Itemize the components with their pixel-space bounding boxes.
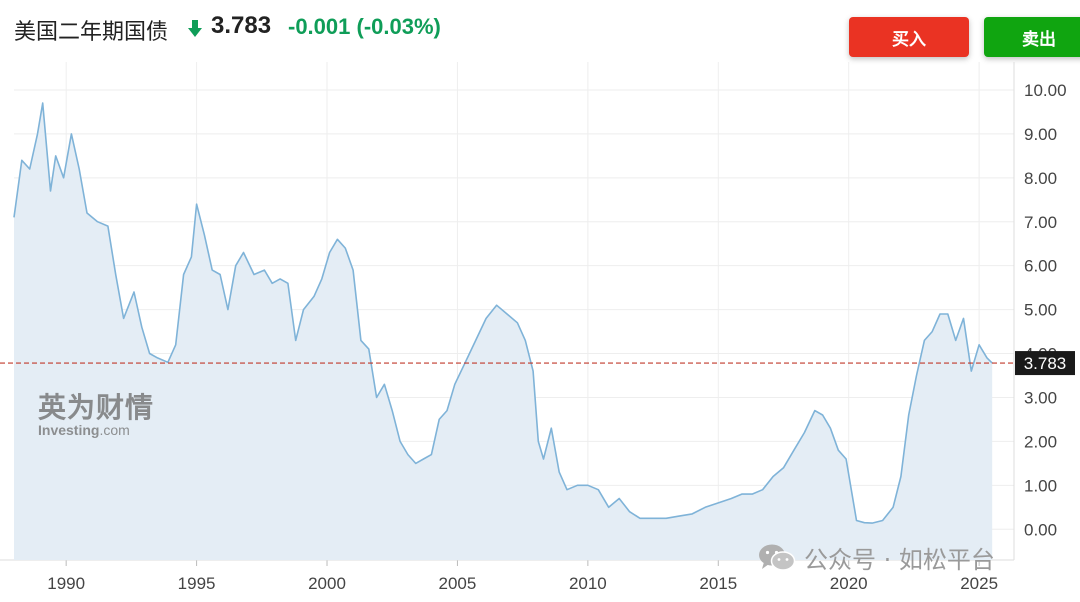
x-tick-label: 2020: [830, 574, 868, 593]
y-tick-label: 3.00: [1024, 388, 1057, 407]
x-tick-label: 2025: [960, 574, 998, 593]
x-tick-label: 1990: [47, 574, 85, 593]
wechat-icon: [759, 544, 796, 571]
y-tick-label: 2.00: [1024, 432, 1057, 451]
y-tick-label: 8.00: [1024, 169, 1057, 188]
price-change: -0.001 (-0.03%): [288, 14, 441, 39]
quote-header: 美国二年期国债 3.783 -0.001 (-0.03%) 买入 卖出: [0, 0, 1080, 62]
y-tick-label: 7.00: [1024, 213, 1057, 232]
y-tick-label: 6.00: [1024, 257, 1057, 276]
y-tick-label: 10.00: [1024, 81, 1067, 100]
watermark-brand-domain: .com: [99, 422, 130, 438]
y-tick-label: 5.00: [1024, 301, 1057, 320]
instrument-name: 美国二年期国债: [14, 20, 169, 45]
x-tick-label: 2000: [308, 574, 346, 593]
buy-button[interactable]: 买入: [849, 17, 969, 57]
x-axis-ticks: 1990 1995 2000 2005 2010 2015 2020 2025: [47, 574, 998, 593]
publisher-credit: 公众号 · 如松平台: [758, 540, 995, 575]
publisher-text: 公众号 · 如松平台: [804, 546, 995, 574]
current-value-text: 3.783: [1024, 354, 1067, 373]
series-area: [14, 103, 993, 560]
current-value-badge: [1015, 351, 1075, 376]
arrow-down-icon: [188, 20, 202, 37]
series-line: [13, 102, 993, 524]
y-tick-label: 0.00: [1024, 520, 1057, 539]
investing-watermark: 英为财情 Investing.com: [38, 386, 154, 438]
y-tick-label: 9.00: [1024, 125, 1057, 144]
current-value-label: 3.783: [1015, 351, 1075, 376]
x-tick-label: 1995: [178, 574, 216, 593]
watermark-brand-name: Investing: [38, 422, 100, 438]
x-tick-label: 2005: [439, 574, 477, 593]
x-tick-label: 2015: [699, 574, 737, 593]
sell-button[interactable]: 卖出: [984, 17, 1080, 57]
watermark-brand-cn: 英为财情: [38, 391, 155, 424]
y-tick-label: 1.00: [1024, 476, 1057, 495]
y-axis-ticks: 0.001.002.003.004.005.006.007.008.009.00…: [1024, 81, 1067, 539]
yield-chart: 0.001.002.003.004.005.006.007.008.009.00…: [0, 62, 1075, 593]
current-price: 3.783: [211, 12, 272, 39]
watermark-brand-en: Investing.com: [38, 422, 154, 438]
x-tick-label: 2010: [569, 574, 607, 593]
